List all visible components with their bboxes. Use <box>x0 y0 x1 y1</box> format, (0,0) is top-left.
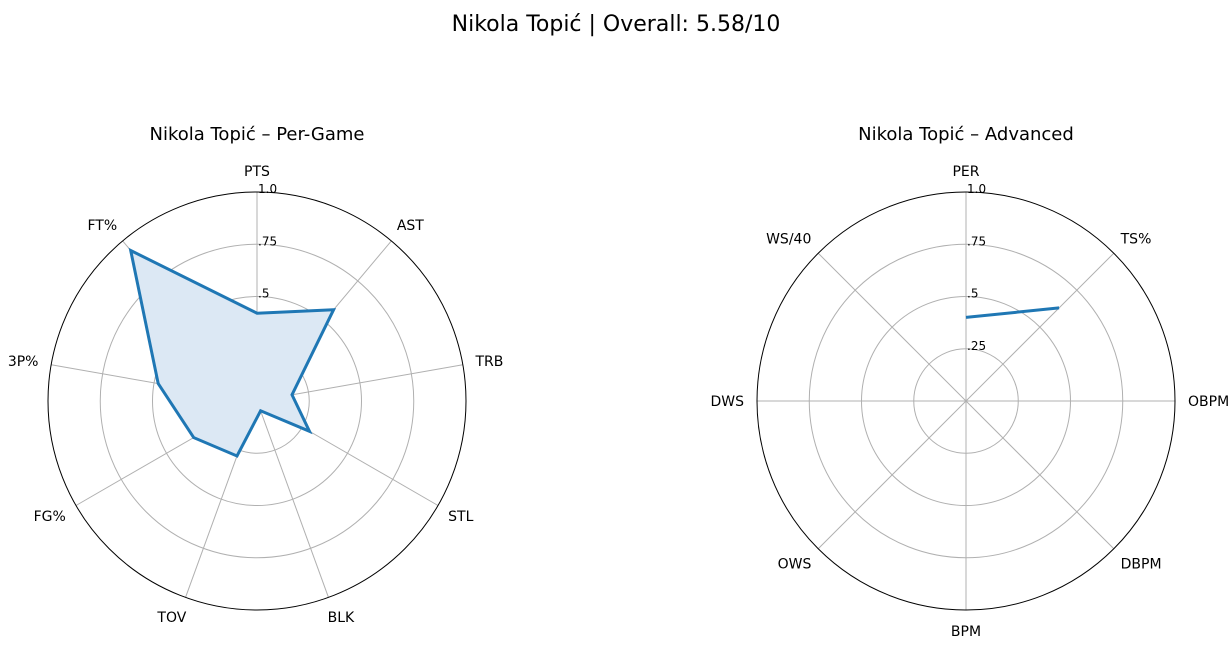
grid-spoke <box>817 252 967 402</box>
grid-spoke <box>965 252 1115 402</box>
category-label: BPM <box>951 624 981 640</box>
category-label: PTS <box>244 164 270 180</box>
series-fill <box>130 250 334 456</box>
category-label: OWS <box>778 557 812 573</box>
category-label: FG% <box>34 509 66 525</box>
series-line <box>128 247 337 458</box>
grid-spoke <box>256 400 329 598</box>
category-label: OBPM <box>1188 394 1229 410</box>
category-label: 3P% <box>8 354 39 370</box>
category-label: DBPM <box>1121 557 1162 573</box>
grid-spoke <box>817 400 967 550</box>
radial-tick-label: .5 <box>258 287 269 301</box>
chart-title: Nikola Topić – Per-Game <box>149 124 364 145</box>
polar-frame <box>756 191 1176 611</box>
radial-tick-label: 1.0 <box>258 182 277 196</box>
figure-title: Nikola Topić | Overall: 5.58/10 <box>452 12 781 37</box>
category-label: AST <box>397 218 424 234</box>
grid-spoke <box>965 400 1115 550</box>
chart-title: Nikola Topić – Advanced <box>858 124 1074 145</box>
series-line <box>965 306 1060 319</box>
category-label: WS/40 <box>766 231 811 247</box>
category-label: STL <box>448 509 473 525</box>
polar-frame <box>47 191 467 611</box>
category-label: DWS <box>710 394 744 410</box>
category-label: BLK <box>328 610 355 626</box>
radar-advanced: Nikola Topić – Advanced .25 .5 .75 1.0 PER TS%… <box>710 124 1229 640</box>
radial-tick-label: .5 <box>967 287 978 301</box>
radial-tick-label: 1.0 <box>967 182 986 196</box>
category-label: PER <box>952 164 979 180</box>
radar-per-game: Nikola Topić – Per-Game.25.5.751.0PTSAST… <box>8 124 504 626</box>
radial-tick-label: .25 <box>967 339 986 353</box>
category-label: TOV <box>156 610 186 626</box>
radial-tick-label: .75 <box>967 234 986 248</box>
category-label: FT% <box>87 218 117 234</box>
category-label: TS% <box>1120 231 1152 247</box>
radial-tick-label: .75 <box>258 234 277 248</box>
category-label: TRB <box>475 354 504 370</box>
